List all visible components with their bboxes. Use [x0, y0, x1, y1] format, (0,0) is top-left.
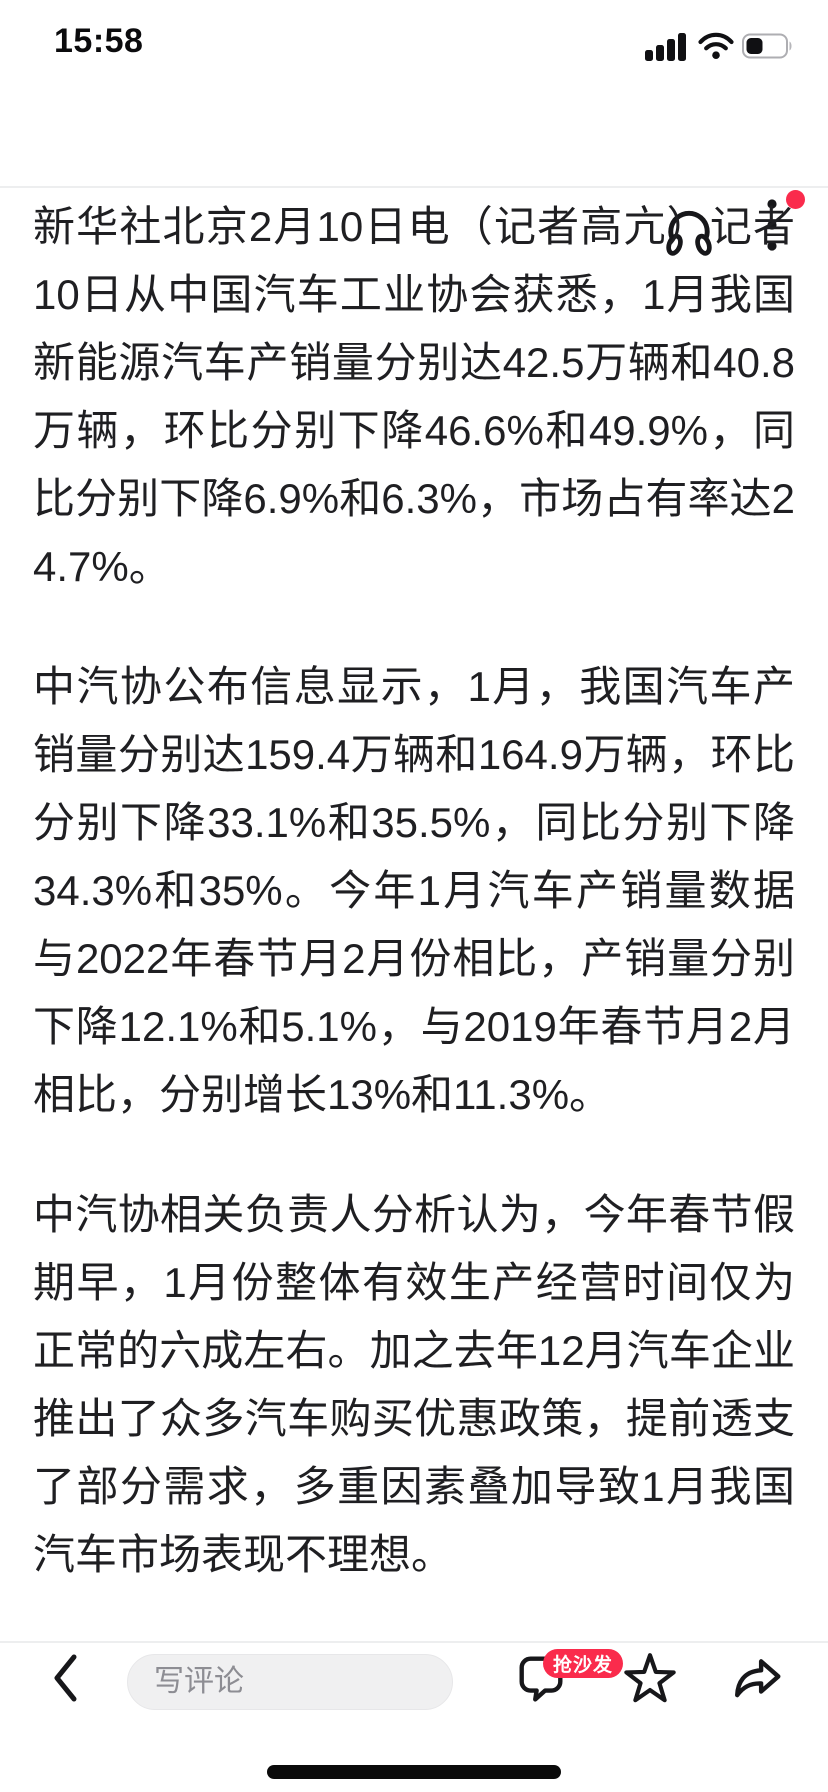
wifi-icon — [698, 32, 734, 65]
article-paragraph: 中汽协公布信息显示，1月，我国汽车产销量分别达159.4万辆和164.9万辆，环… — [33, 663, 795, 1118]
article-paragraph: 新华社北京2月10日电（记者高亢）记者10日从中国汽车工业协会获悉，1月我国新能… — [33, 203, 795, 590]
status-bar: 15:58 — [0, 0, 828, 90]
notification-dot — [786, 190, 805, 209]
home-indicator[interactable] — [267, 1765, 561, 1779]
share-button[interactable] — [731, 1656, 785, 1704]
more-menu-button[interactable] — [760, 198, 784, 258]
comment-input[interactable] — [152, 1664, 428, 1700]
chevron-left-icon — [51, 1653, 79, 1708]
battery-icon — [742, 33, 794, 64]
headphones-icon — [664, 210, 714, 260]
article-body: 新华社北京2月10日电（记者高亢）记者10日从中国汽车工业协会获悉，1月我国新能… — [0, 188, 828, 1641]
listen-audio-button[interactable] — [664, 196, 714, 261]
bottom-action-bar: 抢沙发 — [0, 1641, 828, 1792]
cellular-signal-icon — [644, 30, 690, 67]
favorite-button[interactable] — [622, 1652, 678, 1709]
star-icon — [623, 1652, 677, 1709]
clock-time: 15:58 — [54, 22, 144, 60]
article-paragraph: 中汽协相关负责人分析认为，今年春节假期早，1月份整体有效生产经营时间仅为正常的六… — [33, 1191, 795, 1578]
comment-input-pill[interactable] — [127, 1654, 453, 1710]
forward-arrow-icon — [732, 1655, 784, 1706]
status-icons — [644, 30, 794, 67]
kebab-menu-icon — [766, 197, 778, 260]
first-comment-badge: 抢沙发 — [543, 1649, 624, 1678]
article-header — [0, 90, 828, 256]
back-button[interactable] — [48, 1653, 82, 1707]
